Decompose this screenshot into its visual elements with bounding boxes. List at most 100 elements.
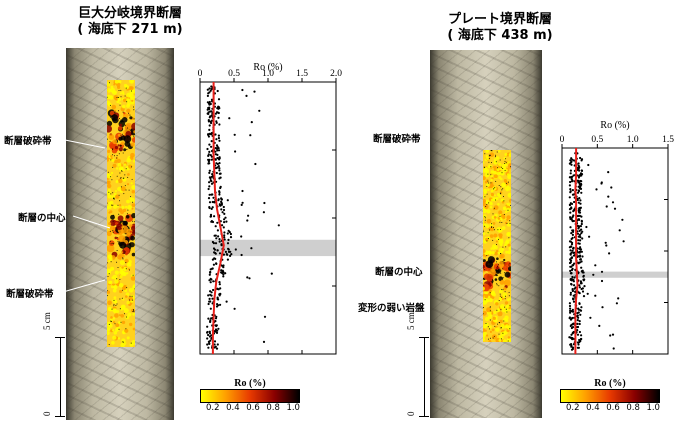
data-point	[568, 246, 571, 249]
ro-blob	[127, 312, 132, 317]
data-point	[206, 331, 209, 334]
data-point	[569, 293, 572, 296]
ro-blob	[501, 200, 505, 204]
data-point	[577, 225, 581, 228]
ro-blob	[483, 333, 486, 338]
ro-speck	[122, 257, 124, 259]
data-point	[580, 180, 583, 183]
data-point	[570, 343, 573, 346]
left-colorbar: Ro (%) 0.2 0.4 0.6 0.8 1.0	[200, 378, 300, 413]
ro-speck	[493, 207, 495, 209]
ro-speck	[494, 156, 496, 158]
ro-speck	[500, 338, 502, 340]
data-point	[598, 324, 601, 327]
data-point	[218, 283, 221, 286]
ro-speck	[502, 261, 504, 263]
ro-blob	[494, 251, 498, 256]
fault-zone-band	[200, 239, 336, 257]
trend-line	[574, 148, 579, 354]
data-point	[229, 232, 232, 236]
ro-blob	[109, 200, 114, 205]
ro-speck	[485, 206, 487, 207]
ro-speck	[484, 217, 486, 219]
ro-speck	[483, 313, 484, 315]
ro-speck	[502, 289, 504, 291]
data-point	[570, 344, 573, 348]
ro-speck	[113, 305, 115, 307]
data-point	[216, 107, 219, 110]
data-point	[571, 347, 574, 351]
data-point	[227, 247, 230, 250]
ro-speck	[122, 248, 124, 250]
ro-speck	[485, 323, 487, 324]
data-point	[270, 272, 273, 275]
data-point	[578, 330, 581, 334]
ro-speck	[113, 155, 115, 157]
ro-blob	[489, 152, 495, 157]
ro-blob	[107, 205, 110, 210]
ro-blob	[116, 100, 120, 104]
data-point	[580, 191, 583, 194]
ro-speck	[483, 278, 484, 280]
ro-speck	[507, 209, 509, 211]
left-scale-bar	[60, 337, 61, 417]
data-point	[208, 181, 211, 184]
data-point	[250, 121, 253, 124]
ro-speck	[496, 244, 498, 245]
data-point	[246, 276, 249, 279]
data-point	[217, 98, 221, 101]
data-point	[211, 173, 214, 176]
ro-speck	[108, 191, 110, 193]
data-point	[214, 234, 217, 237]
data-point	[211, 206, 214, 209]
data-point	[209, 268, 212, 271]
data-point	[582, 278, 585, 281]
data-point	[210, 182, 214, 185]
ro-speck	[125, 168, 127, 170]
data-point	[570, 163, 573, 166]
ro-speck	[110, 116, 112, 118]
data-point	[217, 147, 220, 150]
data-point	[210, 180, 213, 183]
data-point	[569, 161, 572, 164]
data-point	[569, 311, 572, 314]
ro-blob	[489, 202, 493, 206]
data-point	[210, 145, 213, 148]
ro-blob	[115, 194, 120, 199]
data-point	[579, 339, 582, 343]
data-point	[580, 334, 583, 337]
ro-blob	[484, 294, 489, 299]
ro-speck	[121, 246, 122, 248]
ro-speck	[124, 95, 126, 97]
plot-frame	[199, 81, 337, 355]
ro-blob	[121, 320, 126, 325]
ro-blob	[108, 260, 111, 263]
ro-speck	[120, 150, 122, 152]
ro-blob	[107, 120, 113, 127]
ro-blob	[504, 301, 509, 305]
data-point	[222, 264, 225, 267]
ro-blob	[491, 292, 495, 296]
ro-blob	[494, 194, 496, 197]
data-point	[569, 261, 572, 264]
data-point	[578, 242, 581, 245]
ro-speck	[493, 229, 495, 231]
data-point	[569, 249, 572, 252]
ro-blob	[507, 161, 510, 164]
ro-speck	[112, 198, 114, 200]
ro-speck	[501, 172, 503, 174]
data-point	[576, 232, 580, 235]
ro-speck	[113, 214, 115, 216]
ro-blob	[123, 135, 132, 143]
ro-blob	[110, 171, 114, 175]
data-point	[215, 171, 218, 175]
ro-speck	[490, 174, 492, 176]
ro-blob	[490, 170, 495, 174]
data-point	[610, 186, 613, 189]
ro-blob	[107, 244, 115, 253]
ro-blob	[124, 258, 129, 264]
data-point	[572, 247, 575, 250]
ro-blob	[111, 341, 115, 345]
ro-speck	[110, 243, 112, 245]
data-point	[208, 169, 211, 172]
